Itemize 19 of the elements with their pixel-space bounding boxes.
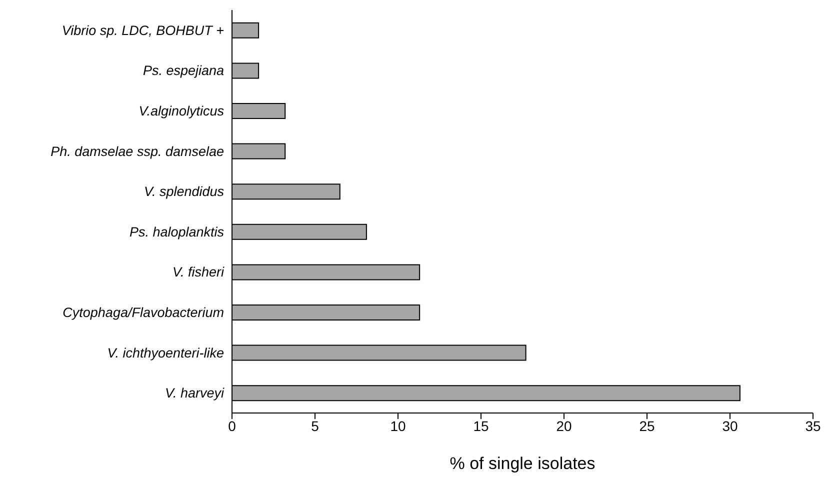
y-tick-label: Cytophaga/Flavobacterium bbox=[62, 305, 224, 320]
x-tick-label: 35 bbox=[805, 418, 821, 434]
x-tick-label: 20 bbox=[556, 418, 572, 434]
y-tick-label: Ps. espejiana bbox=[142, 63, 224, 78]
x-tick-label: 0 bbox=[228, 418, 236, 434]
x-axis-title: % of single isolates bbox=[450, 454, 596, 473]
y-tick-label: Ps. haloplanktis bbox=[129, 224, 224, 240]
y-tick-label: V. fisheri bbox=[172, 264, 225, 280]
x-tick-label: 5 bbox=[311, 418, 320, 434]
x-tick-label: 10 bbox=[390, 418, 406, 434]
y-tick-label: Vibrio sp. LDC, BOHBUT + bbox=[62, 22, 224, 38]
y-tick-label: V. splendidus bbox=[144, 184, 224, 200]
y-tick-label: Ph. damselae ssp. damselae bbox=[50, 144, 224, 159]
x-tick-label: 25 bbox=[639, 418, 655, 434]
x-tick-label: 15 bbox=[473, 418, 489, 434]
x-tick-label: 30 bbox=[722, 418, 738, 434]
y-tick-label: V.alginolyticus bbox=[138, 104, 224, 119]
y-tick-label: V. harveyi bbox=[164, 386, 225, 401]
y-tick-label: V. ichthyoenteri-like bbox=[107, 345, 224, 360]
